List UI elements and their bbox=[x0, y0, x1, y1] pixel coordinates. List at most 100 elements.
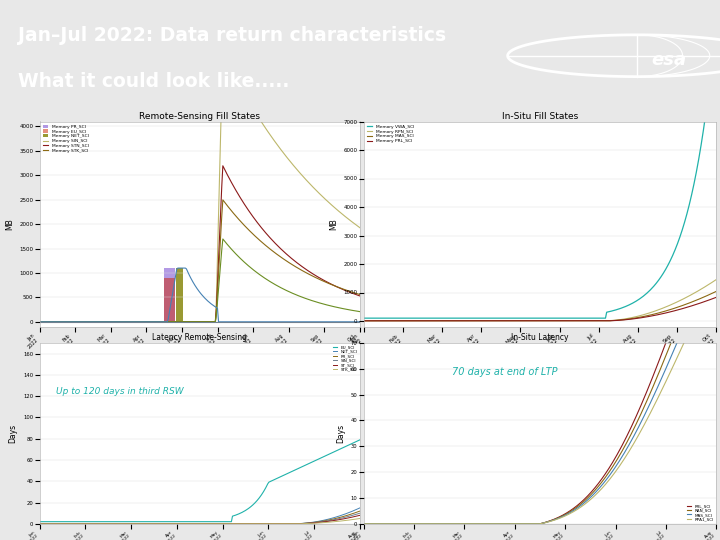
Memory EU_SCI bbox=[233, 188, 241, 195]
Memory RPN_SCI bbox=[712, 276, 720, 283]
Line: Memory EU_SCI: Memory EU_SCI bbox=[40, 166, 360, 322]
ST_SCI bbox=[36, 521, 45, 527]
Line: RPA1_SCI: RPA1_SCI bbox=[364, 273, 716, 524]
Memory NET_SCI bbox=[356, 308, 364, 315]
Memory MAS_SCI bbox=[712, 288, 720, 294]
SIN_SCI bbox=[35, 521, 44, 527]
Memory SIN_SCI bbox=[233, 319, 241, 325]
Memory MAS_SCI bbox=[361, 318, 369, 324]
Memory SIN_SCI bbox=[327, 319, 336, 325]
Memory STK_SCI bbox=[218, 50, 227, 57]
EU_SCI bbox=[35, 518, 44, 525]
Memory MAS_SCI bbox=[679, 302, 688, 308]
PRL_SCI bbox=[359, 521, 368, 527]
RPA1_SCI bbox=[679, 341, 688, 347]
MAS_SCI bbox=[359, 521, 368, 527]
Memory PRL_SCI bbox=[570, 318, 578, 324]
Line: NET_SCI: NET_SCI bbox=[40, 508, 360, 524]
Memory NET_SCI bbox=[233, 252, 241, 258]
MAS_SCI bbox=[568, 508, 577, 515]
SIN_SCI bbox=[305, 520, 314, 526]
Memory STK_SCI bbox=[356, 225, 364, 231]
Memory PR_SCI bbox=[36, 319, 45, 325]
Memory MAS_SCI bbox=[570, 318, 578, 324]
PR_SCI bbox=[231, 521, 240, 527]
Title: Remote-Sensing Fill States: Remote-Sensing Fill States bbox=[139, 112, 261, 121]
Memory PR_SCI bbox=[307, 272, 315, 278]
Line: Memory SIN_SCI: Memory SIN_SCI bbox=[40, 268, 360, 322]
SIN_SCI bbox=[36, 521, 45, 527]
PRL_SCI bbox=[657, 353, 665, 359]
PR_SCI bbox=[225, 521, 233, 527]
Memory NET_SCI bbox=[307, 297, 315, 303]
RPA1_SCI bbox=[359, 521, 368, 527]
Memory STK_SCI bbox=[227, 67, 235, 73]
Memory PR_SCI bbox=[226, 206, 235, 213]
Memory SIN_SCI bbox=[36, 319, 45, 325]
Memory PRL_SCI bbox=[657, 311, 665, 318]
Y-axis label: Days: Days bbox=[336, 424, 345, 443]
Memory STN_SCI bbox=[325, 319, 334, 325]
RPA1_SCI bbox=[570, 508, 578, 515]
SIN_SCI bbox=[231, 521, 240, 527]
RAN_SCI bbox=[570, 506, 578, 512]
Y-axis label: MB: MB bbox=[5, 218, 14, 230]
Memory EU_SCI bbox=[327, 281, 336, 287]
MAS_SCI bbox=[575, 503, 584, 510]
Line: ST_SCI: ST_SCI bbox=[40, 515, 360, 524]
RPA1_SCI bbox=[361, 521, 369, 527]
Memory STK_SCI bbox=[327, 201, 336, 208]
Memory VWA_SCI bbox=[570, 315, 578, 321]
Memory MAS_SCI bbox=[359, 318, 368, 324]
Memory MAS_SCI bbox=[657, 309, 665, 315]
Memory VWA_SCI bbox=[575, 315, 584, 321]
Memory EU_SCI bbox=[227, 179, 235, 186]
Line: Memory PRL_SCI: Memory PRL_SCI bbox=[364, 297, 716, 321]
Memory SIN_SCI bbox=[307, 319, 315, 325]
Memory STN_SCI bbox=[305, 319, 314, 325]
Memory RPN_SCI bbox=[575, 318, 584, 324]
PRL_SCI bbox=[575, 501, 584, 507]
Memory STN_SCI bbox=[231, 319, 240, 325]
Memory PR_SCI bbox=[227, 207, 235, 214]
RAN_SCI bbox=[679, 308, 688, 315]
EU_SCI bbox=[226, 518, 235, 525]
STK_SCI bbox=[356, 515, 364, 522]
Memory MAS_SCI bbox=[575, 318, 584, 324]
Memory VWA_SCI bbox=[657, 274, 665, 280]
NET_SCI bbox=[305, 519, 314, 526]
PR_SCI bbox=[36, 521, 45, 527]
Line: Memory NET_SCI: Memory NET_SCI bbox=[40, 239, 360, 322]
Memory STN_SCI bbox=[226, 319, 235, 325]
Legend: Memory PR_SCI, Memory EU_SCI, Memory NET_SCI, Memory SIN_SCI, Memory STN_SCI, Me: Memory PR_SCI, Memory EU_SCI, Memory NET… bbox=[42, 124, 89, 153]
Memory PRL_SCI bbox=[568, 318, 577, 324]
NET_SCI bbox=[35, 521, 44, 527]
Line: SIN_SCI: SIN_SCI bbox=[40, 513, 360, 524]
Legend: EU_SCI, NET_SCI, PR_SCI, SIN_SCI, ST_SCI, STK_SCI: EU_SCI, NET_SCI, PR_SCI, SIN_SCI, ST_SCI… bbox=[333, 345, 358, 372]
PR_SCI bbox=[356, 508, 364, 514]
Line: PR_SCI: PR_SCI bbox=[40, 511, 360, 524]
Memory RPN_SCI bbox=[359, 318, 368, 324]
Memory VWA_SCI bbox=[712, 16, 720, 22]
PR_SCI bbox=[305, 519, 314, 526]
STK_SCI bbox=[226, 521, 235, 527]
EU_SCI bbox=[231, 512, 240, 518]
NET_SCI bbox=[226, 521, 235, 527]
SIN_SCI bbox=[325, 517, 334, 524]
Memory EU_SCI bbox=[35, 319, 44, 325]
Line: Memory PR_SCI: Memory PR_SCI bbox=[40, 200, 360, 322]
Memory PRL_SCI bbox=[712, 294, 720, 300]
ST_SCI bbox=[305, 520, 314, 526]
NET_SCI bbox=[325, 516, 334, 522]
SIN_SCI bbox=[356, 510, 364, 516]
Memory EU_SCI bbox=[226, 177, 235, 184]
PR_SCI bbox=[325, 517, 334, 523]
Memory NET_SCI bbox=[226, 245, 235, 251]
Memory SIN_SCI bbox=[227, 319, 235, 325]
Memory VWA_SCI bbox=[568, 315, 577, 321]
PRL_SCI bbox=[712, 202, 720, 208]
Memory PRL_SCI bbox=[361, 318, 369, 324]
Memory PR_SCI bbox=[218, 197, 227, 203]
EU_SCI bbox=[356, 436, 364, 443]
MAS_SCI bbox=[570, 507, 578, 514]
